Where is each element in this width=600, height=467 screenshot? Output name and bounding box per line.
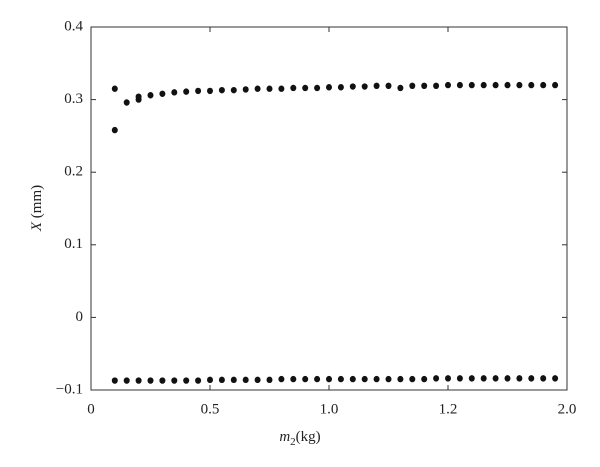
point bbox=[230, 86, 237, 94]
point bbox=[111, 126, 118, 134]
y-tick-label: 0 bbox=[76, 309, 84, 325]
point bbox=[290, 375, 297, 383]
point bbox=[480, 375, 487, 382]
point bbox=[111, 85, 118, 92]
point bbox=[278, 375, 285, 383]
point bbox=[171, 89, 178, 96]
point bbox=[421, 82, 428, 90]
point bbox=[302, 375, 309, 383]
point bbox=[266, 85, 273, 92]
point bbox=[111, 377, 118, 384]
plot-frame bbox=[90, 26, 568, 391]
x-tick-label: 0.5 bbox=[201, 401, 220, 417]
point bbox=[385, 375, 392, 383]
point bbox=[278, 85, 285, 92]
point bbox=[266, 376, 273, 384]
x-tick-label: 2.0 bbox=[558, 401, 577, 417]
point bbox=[361, 83, 368, 90]
x-tick-label: 1.0 bbox=[320, 401, 339, 417]
point bbox=[445, 81, 451, 89]
point bbox=[397, 375, 404, 383]
point bbox=[159, 90, 166, 97]
y-tick-label: 0.1 bbox=[64, 236, 83, 252]
point bbox=[135, 377, 142, 384]
y-label-unit: (mm) bbox=[29, 185, 45, 222]
point bbox=[242, 376, 249, 384]
point bbox=[302, 84, 309, 92]
x-label-sub: 2 bbox=[290, 436, 296, 448]
point bbox=[540, 81, 547, 89]
point bbox=[123, 377, 130, 384]
point bbox=[326, 375, 332, 383]
point bbox=[468, 375, 475, 382]
point bbox=[183, 377, 190, 384]
point bbox=[230, 376, 237, 384]
point bbox=[147, 92, 154, 99]
point bbox=[540, 375, 547, 382]
point bbox=[171, 377, 178, 384]
point bbox=[456, 81, 463, 89]
point bbox=[159, 377, 166, 384]
point bbox=[516, 81, 523, 89]
point bbox=[504, 375, 511, 382]
point bbox=[397, 84, 404, 92]
x-tick-label: 0 bbox=[87, 401, 95, 417]
y-tick-label: 0.3 bbox=[64, 91, 83, 107]
point bbox=[195, 377, 202, 384]
point bbox=[456, 375, 463, 382]
point bbox=[373, 82, 380, 90]
point bbox=[337, 375, 344, 383]
point bbox=[528, 375, 535, 382]
point bbox=[492, 375, 499, 382]
y-tick-label: −0.1 bbox=[56, 381, 83, 397]
point bbox=[135, 93, 142, 100]
point bbox=[421, 375, 428, 383]
x-label-unit: (kg) bbox=[296, 429, 321, 445]
point bbox=[468, 81, 475, 89]
point bbox=[552, 81, 559, 89]
point bbox=[147, 377, 154, 384]
point bbox=[123, 99, 130, 106]
point bbox=[552, 375, 559, 382]
point bbox=[433, 82, 440, 90]
point bbox=[361, 375, 368, 383]
point bbox=[373, 375, 380, 383]
point bbox=[516, 375, 523, 382]
point bbox=[409, 375, 416, 383]
point bbox=[326, 84, 332, 91]
y-tick-label: 0.4 bbox=[64, 18, 83, 34]
point bbox=[207, 376, 213, 384]
point bbox=[207, 87, 213, 95]
point bbox=[409, 82, 416, 90]
x-label-var: m bbox=[279, 429, 290, 445]
point bbox=[254, 85, 261, 92]
y-axis-label: X (mm) bbox=[29, 185, 45, 232]
x-axis-label: m2(kg) bbox=[279, 429, 320, 447]
point bbox=[254, 376, 261, 384]
point bbox=[492, 81, 499, 89]
point bbox=[314, 375, 321, 383]
point bbox=[349, 375, 356, 383]
point bbox=[337, 84, 344, 91]
point bbox=[218, 376, 225, 384]
point bbox=[290, 84, 297, 92]
point bbox=[504, 81, 511, 89]
point bbox=[218, 86, 225, 94]
point bbox=[195, 87, 202, 95]
x-tick-label: 1.2 bbox=[439, 401, 458, 417]
y-label-var: X bbox=[29, 221, 45, 232]
point bbox=[183, 88, 190, 95]
point bbox=[445, 375, 451, 382]
point bbox=[528, 81, 535, 89]
y-tick-label: 0.2 bbox=[64, 164, 83, 180]
point bbox=[480, 81, 487, 89]
point bbox=[433, 375, 440, 382]
point bbox=[242, 86, 249, 93]
point bbox=[314, 84, 321, 92]
point bbox=[385, 82, 392, 90]
point bbox=[349, 83, 356, 90]
